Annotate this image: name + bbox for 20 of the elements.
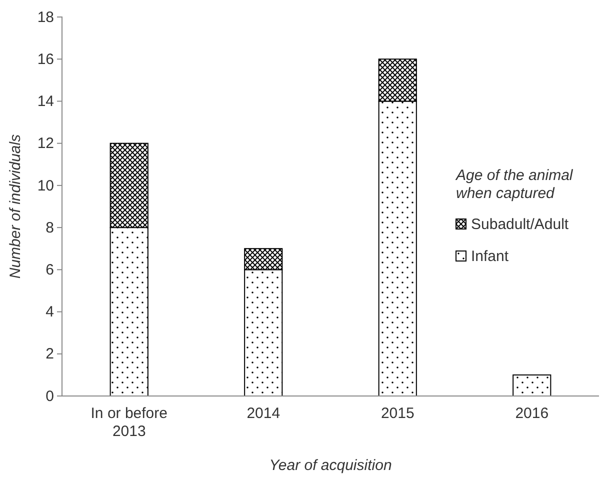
y-axis-title: Number of individuals <box>7 134 24 279</box>
x-tick-label: 2015 <box>380 405 414 422</box>
y-tick-label: 10 <box>37 177 54 194</box>
y-tick-label: 14 <box>37 93 54 110</box>
x-tick-label: In or before 2013 <box>90 405 168 440</box>
bar <box>512 374 552 396</box>
y-tick-label: 0 <box>46 388 54 405</box>
legend-label: Infant <box>471 248 510 265</box>
y-tick-label: 4 <box>46 304 54 321</box>
x-tick-label: 2016 <box>515 405 549 422</box>
legend-label: Subadult/Adult <box>471 216 570 233</box>
x-axis-title: Year of acquisition <box>269 457 392 474</box>
y-tick-label: 12 <box>37 135 54 152</box>
legend-title: Age of the animal when captured <box>455 167 574 202</box>
y-tick-label: 16 <box>37 50 54 68</box>
x-tick-label: 2014 <box>246 405 280 422</box>
y-tick-label: 2 <box>46 346 54 363</box>
y-tick-label: 18 <box>37 8 54 26</box>
y-tick-label: 8 <box>46 219 54 236</box>
y-tick-label: 6 <box>46 261 54 278</box>
